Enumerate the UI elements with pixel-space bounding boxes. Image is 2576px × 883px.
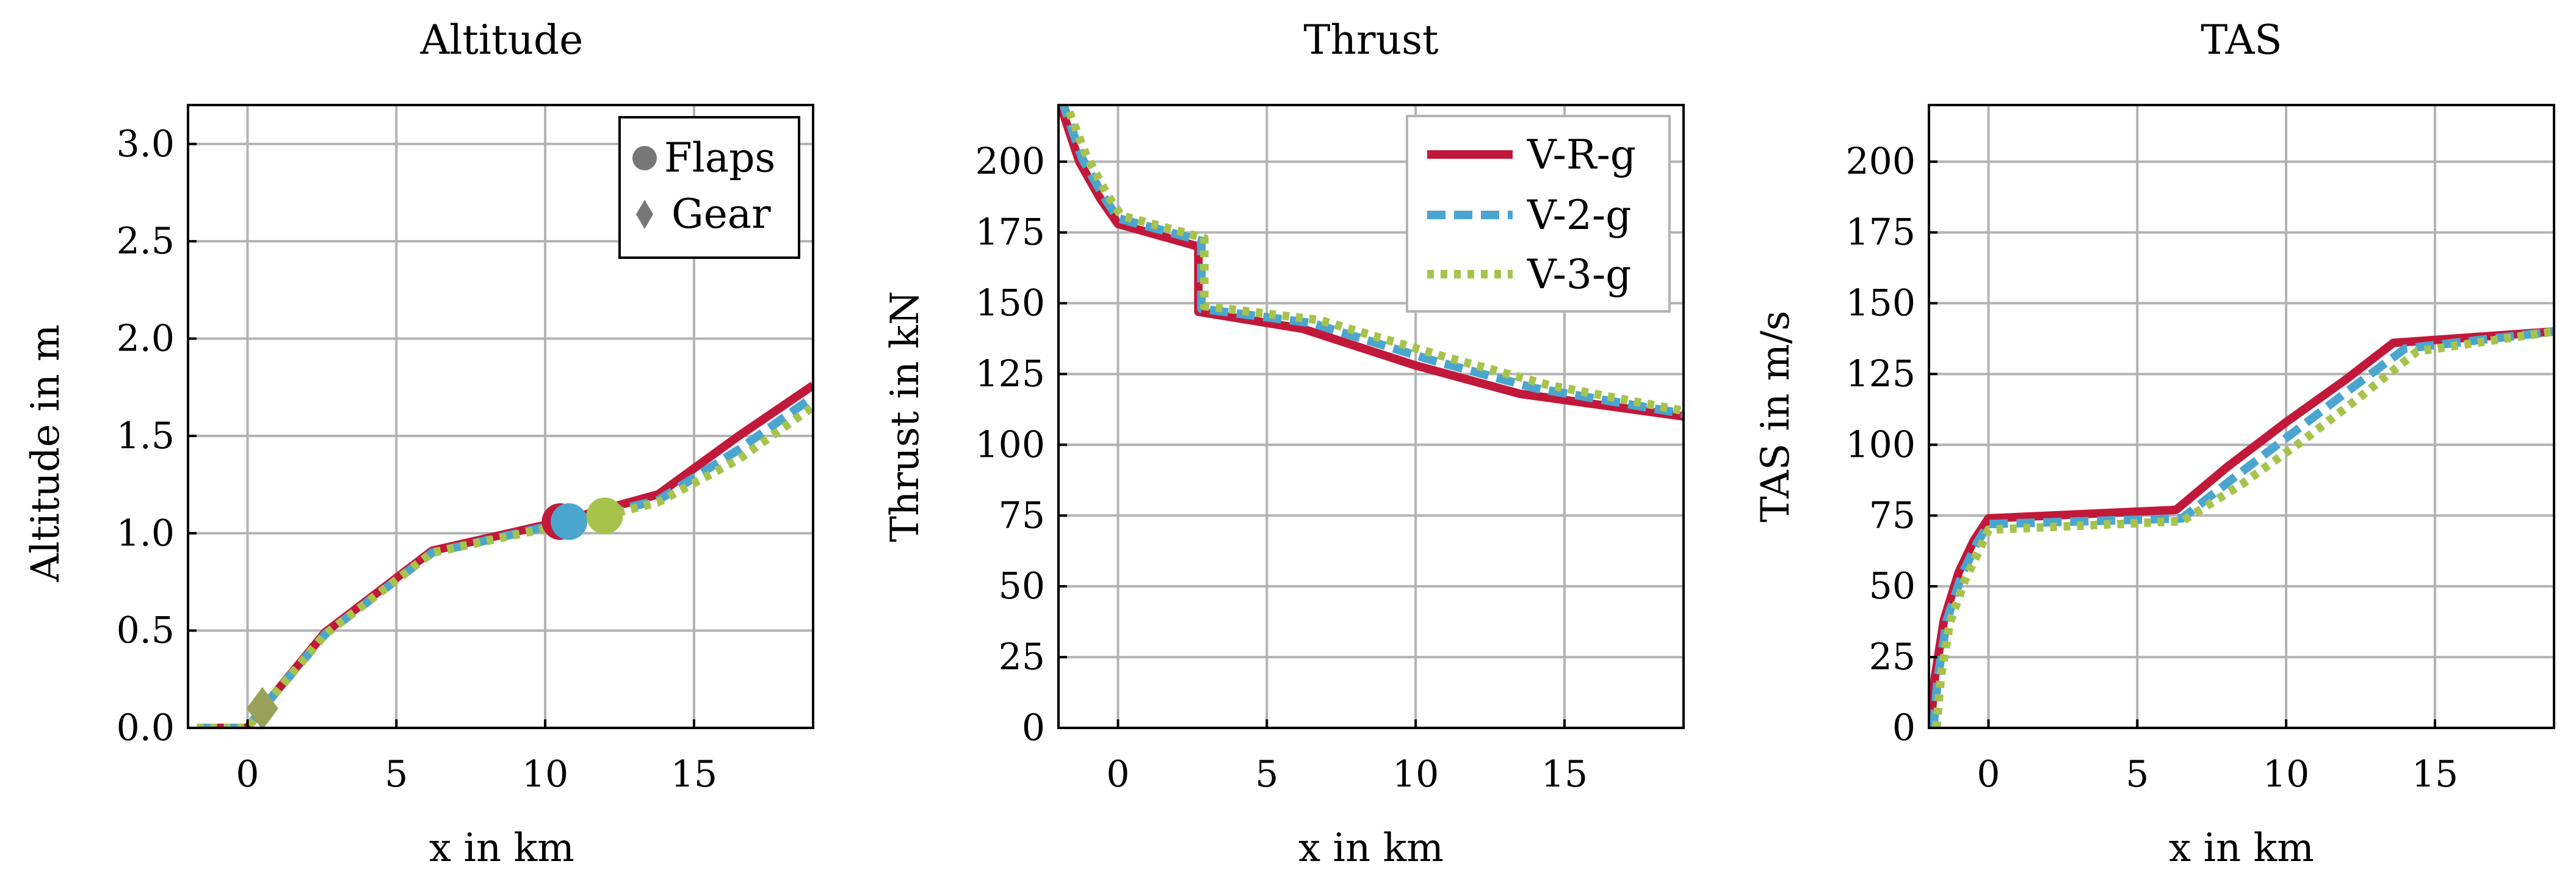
thrust-y-tick-label: 75: [999, 494, 1045, 537]
thrust-y-axis-label: Thrust in kN: [883, 291, 928, 542]
altitude-x-tick-label: 10: [522, 753, 568, 796]
thrust-y-tick-label: 0: [1022, 707, 1045, 749]
altitude-x-tick-label: 0: [236, 753, 259, 796]
tas-y-tick-label: 175: [1845, 211, 1916, 254]
altitude-y-tick-label: 2.5: [117, 220, 175, 263]
tas-x-tick-label: 5: [2126, 753, 2149, 796]
tas-y-axis-label: TAS in m/s: [1753, 311, 1798, 523]
thrust-y-tick-label: 150: [975, 282, 1045, 325]
flaps-legend-label: Flaps: [664, 134, 775, 181]
tas-series: [1929, 327, 2554, 728]
legend-label-v-2-g: V-2-g: [1527, 192, 1631, 239]
tas-y-tick-label: 50: [1869, 565, 1916, 608]
tas-series-v-2-g: [1929, 327, 2554, 728]
thrust-series: [1058, 105, 1684, 421]
altitude-x-axis-label: x in km: [429, 826, 574, 871]
altitude-y-tick-label: 0.0: [117, 707, 175, 749]
tas-y-tick-label: 25: [1869, 636, 1916, 678]
tas-title: TAS: [2201, 16, 2282, 64]
thrust-plot-frame: [1057, 104, 1685, 729]
tas-y-tick-label: 150: [1845, 282, 1916, 325]
tas-x-tick-label: 10: [2263, 753, 2309, 796]
thrust-y-tick-label: 100: [975, 423, 1045, 466]
flaps-marker-v-2-g: [551, 503, 588, 540]
thrust-y-tick-label: 50: [999, 565, 1045, 608]
altitude-y-tick-label: 2.0: [117, 318, 175, 360]
altitude-y-tick-label: 3.0: [117, 123, 175, 165]
tas-plot-frame: [1928, 104, 2555, 729]
altitude-y-axis-label: Altitude in m: [23, 324, 68, 583]
thrust-x-axis-label: x in km: [1298, 826, 1444, 871]
tas-y-tick-label: 200: [1845, 140, 1916, 183]
altitude-legend: Flaps Gear: [618, 116, 800, 259]
thrust-x-tick-label: 10: [1392, 753, 1439, 796]
altitude-series: [197, 382, 813, 728]
gear-legend-marker: [636, 200, 653, 229]
altitude-x-tick-label: 15: [671, 753, 717, 796]
thrust-y-tick-label: 200: [975, 140, 1045, 183]
tas-chart: TAS x in km TAS in m/s 0 5 10 1502550751001…: [1753, 16, 2555, 871]
thrust-legend-box: [1406, 115, 1671, 313]
tas-series-v-3-g: [1932, 327, 2554, 728]
flaps-marker-v-3-g: [586, 497, 623, 534]
thrust-legend: V-R-g V-2-g V-3-g: [1406, 115, 1671, 313]
gear-marker: [246, 687, 278, 730]
thrust-x-tick-label: 0: [1106, 753, 1129, 796]
thrust-x-tick-label: 5: [1255, 753, 1278, 796]
thrust-chart: Thrust x in km Thrust in kN 0 5 10 15025507…: [883, 16, 1685, 871]
tas-x-tick-label: 15: [2412, 753, 2458, 796]
legend-label-v-r-g: V-R-g: [1527, 131, 1636, 178]
thrust-title: Thrust: [1304, 16, 1439, 64]
altitude-legend-box: [618, 116, 800, 259]
thrust-y-tick-label: 25: [999, 636, 1045, 678]
thrust-y-tick-label: 125: [975, 352, 1045, 395]
thrust-y-tick-label: 175: [975, 211, 1045, 254]
flaps-legend-marker: [632, 146, 657, 170]
altitude-y-tick-label: 0.5: [117, 609, 175, 652]
tas-grid: [1929, 105, 2554, 729]
altitude-ticks: 0 5 10 15 0.0 0.5 1.0 1.5 2.0 2.5 3.0: [117, 123, 718, 796]
tas-x-tick-label: 0: [1977, 753, 2000, 796]
altitude-y-tick-label: 1.5: [117, 415, 175, 457]
altitude-chart: Altitude x in km Altitude in m 0 5 10 15 0.0…: [23, 16, 814, 871]
tas-x-axis-label: x in km: [2169, 826, 2314, 871]
altitude-y-tick-label: 1.0: [117, 512, 175, 554]
tas-y-tick-label: 0: [1892, 707, 1916, 749]
gear-legend-label: Gear: [671, 191, 771, 238]
thrust-x-tick-label: 15: [1541, 753, 1588, 796]
tas-y-tick-label: 125: [1845, 352, 1916, 395]
legend-label-v-3-g: V-3-g: [1527, 251, 1631, 298]
tas-y-tick-label: 100: [1845, 423, 1916, 466]
altitude-series-v-3-g: [197, 403, 813, 728]
altitude-plot-frame: [187, 104, 814, 729]
altitude-title: Altitude: [420, 16, 584, 64]
altitude-markers: [246, 497, 623, 730]
altitude-x-tick-label: 5: [385, 753, 408, 796]
thrust-series-v-2-g: [1058, 105, 1684, 418]
tas-y-tick-label: 75: [1869, 494, 1916, 537]
